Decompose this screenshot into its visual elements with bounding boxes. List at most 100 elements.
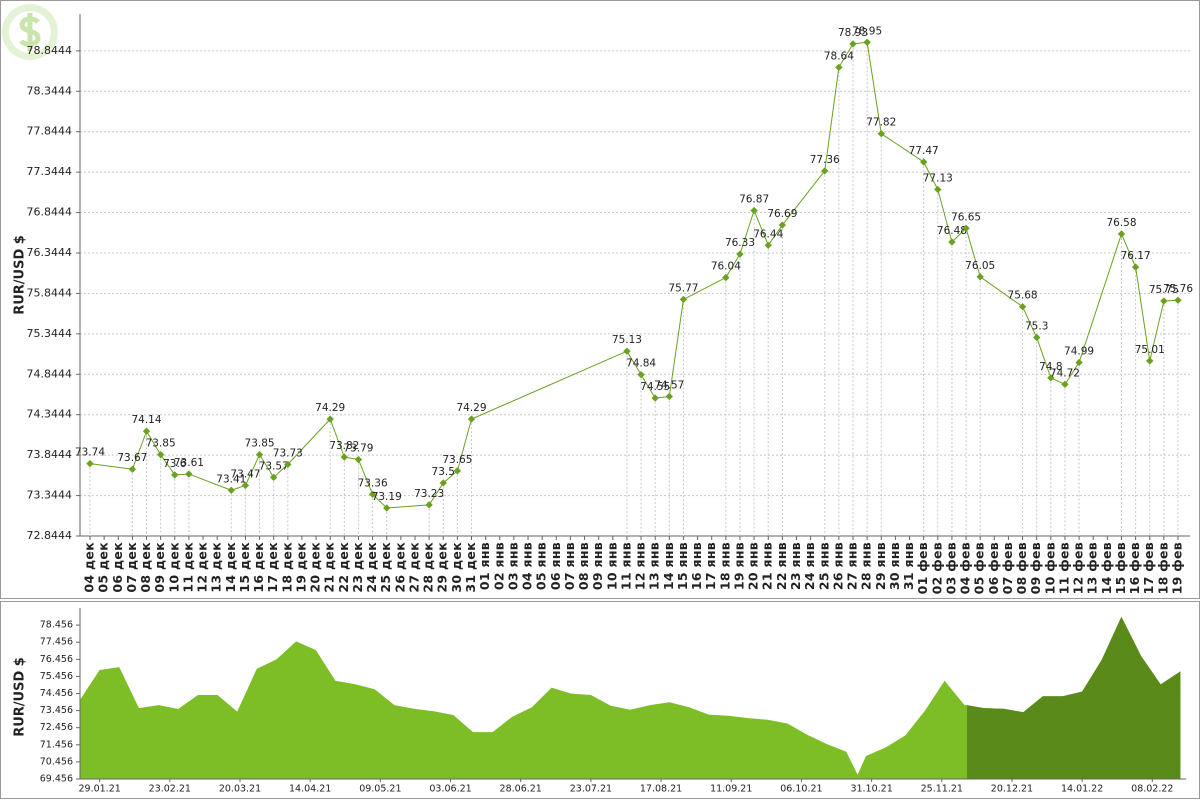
x-tick-label: 27 янв — [845, 542, 860, 590]
line-segment — [1022, 306, 1038, 338]
data-label: 73.85 — [146, 438, 176, 450]
point — [383, 504, 391, 512]
line-segment — [866, 42, 882, 134]
line-segment — [668, 299, 684, 397]
x-tick-label: 15 янв — [675, 542, 690, 590]
data-label: 73.47 — [230, 468, 260, 480]
y-tick-label: 74.456 — [40, 688, 73, 699]
navigator-y-axis-title: RUR/USD $ — [13, 657, 28, 737]
data-label: 76.65 — [951, 211, 981, 223]
x-tick-label: 26 янв — [830, 542, 845, 590]
x-tick-label: 24 дек — [364, 542, 379, 593]
data-label: 73.57 — [259, 460, 289, 472]
data-label: 76.69 — [767, 208, 797, 220]
x-tick-label: 05 фев — [972, 542, 987, 594]
line-segment — [244, 454, 261, 486]
main-panel — [0, 0, 1200, 599]
x-tick-label: 14.01.22 — [1061, 784, 1103, 795]
data-label: 73.79 — [343, 443, 373, 455]
data-label: 73.5 — [432, 466, 455, 478]
data-label: 74.29 — [456, 402, 486, 414]
x-tick-label: 18 фев — [1155, 542, 1170, 594]
line-segment — [1121, 233, 1137, 268]
x-tick-label: 18 янв — [717, 542, 732, 590]
point — [919, 158, 928, 166]
line-segment — [329, 418, 345, 458]
x-tick-label: 26 дек — [392, 542, 407, 593]
line-segment — [259, 454, 275, 478]
x-tick-label: 19 фев — [1170, 542, 1185, 594]
point — [722, 273, 730, 282]
x-tick-label: 13 фев — [1085, 542, 1100, 594]
x-tick-label: 21 янв — [760, 542, 775, 590]
line-segment — [287, 418, 331, 465]
y-tick-label: 69.456 — [40, 774, 73, 785]
x-tick-label: 22 янв — [774, 542, 789, 590]
point — [863, 38, 871, 46]
data-label: 77.82 — [866, 117, 896, 129]
data-label: 74.14 — [131, 414, 161, 426]
point — [778, 221, 787, 229]
x-tick-label: 25 дек — [378, 542, 393, 593]
x-tick-label: 17 фев — [1141, 542, 1156, 594]
point — [665, 392, 674, 401]
y-tick-label: 78.3444 — [27, 84, 73, 97]
x-tick-label: 31 янв — [901, 542, 916, 590]
line-segment — [824, 67, 840, 171]
point — [651, 394, 659, 402]
point — [750, 206, 758, 215]
x-tick-label: 24 янв — [802, 542, 817, 590]
y-tick-label: 74.8444 — [27, 367, 73, 380]
plots: 72.8444 73.3444 73.8444 74.3444 74.8444 75.34… — [27, 14, 1193, 795]
y-tick-label: 73.456 — [40, 705, 73, 716]
line-segment — [626, 350, 642, 375]
x-tick-label: 08 янв — [576, 542, 591, 590]
x-tick-label: 28 дек — [421, 542, 436, 593]
x-tick-label: 25 янв — [816, 542, 831, 590]
line-segment — [1149, 300, 1165, 362]
x-tick-label: 02 фев — [929, 542, 944, 594]
selected-area — [967, 616, 1181, 779]
point — [128, 465, 137, 473]
x-tick-label: 10 фев — [1042, 542, 1057, 594]
y-tick-label: 78.456 — [40, 620, 73, 631]
x-tick-label: 17.08.21 — [640, 784, 682, 795]
x-tick-label: 29 янв — [873, 542, 888, 590]
data-label: 74.55 — [640, 381, 670, 393]
point — [340, 453, 349, 461]
data-label: 78.93 — [838, 27, 868, 39]
x-tick-label: 03 янв — [505, 542, 520, 590]
x-tick-label: 31.10.21 — [850, 784, 892, 795]
logo — [2, 4, 58, 60]
line-segment — [160, 454, 176, 476]
x-tick-label: 15 дек — [237, 542, 252, 593]
x-tick-label: 12 дек — [195, 542, 210, 593]
x-tick-label: 20 дек — [308, 542, 323, 593]
point — [934, 185, 942, 194]
data-label: 75.01 — [1135, 344, 1165, 356]
point — [623, 347, 631, 355]
data-label: 75.75 — [1149, 284, 1179, 296]
point — [227, 486, 235, 494]
data-label: 76.58 — [1106, 217, 1136, 229]
x-tick-label: 29 дек — [435, 542, 450, 593]
x-tick-label: 01 янв — [477, 542, 492, 590]
point — [948, 238, 956, 246]
line-segment — [89, 463, 133, 470]
x-tick-label: 29.01.21 — [78, 784, 120, 795]
point — [284, 460, 292, 469]
x-tick-label: 12 янв — [633, 542, 648, 590]
x-tick-label: 16 янв — [689, 542, 704, 590]
line-segment — [951, 227, 967, 243]
x-tick-label: 03 фев — [943, 542, 958, 594]
x-tick-label: 08.02.22 — [1131, 784, 1173, 795]
x-tick-label: 11 янв — [618, 542, 633, 590]
point — [439, 479, 447, 487]
data-label: 74.72 — [1050, 367, 1080, 379]
x-tick-label: 11.09.21 — [710, 784, 752, 795]
line-segment — [1064, 362, 1080, 385]
x-tick-label: 11 фев — [1056, 542, 1071, 594]
y-tick-label: 71.456 — [40, 739, 73, 750]
data-label: 78.64 — [824, 50, 854, 62]
line-segment — [937, 189, 953, 243]
